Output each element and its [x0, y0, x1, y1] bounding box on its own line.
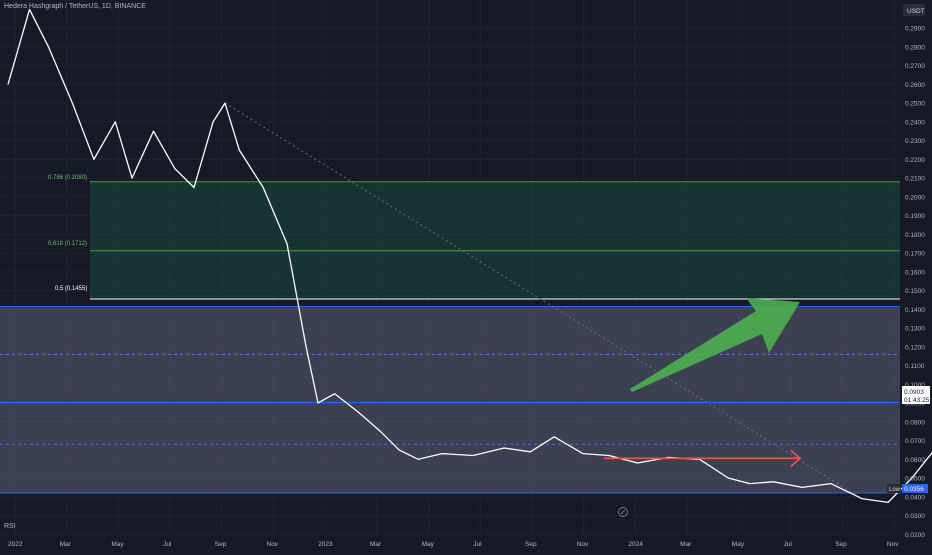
bullish-arrow: [630, 298, 800, 392]
axis-badges: USDT 0.0903 01:43:25 Low 0.0356: [887, 4, 930, 493]
symbol-title[interactable]: Hedera Hashgraph / TetherUS, 1D, BINANCE: [4, 3, 146, 10]
price-axis[interactable]: 0.2900 0.2800 0.2700 0.2600 0.2500 0.2400 0.23…: [905, 26, 925, 539]
rsi-pane-label: RSI: [4, 523, 16, 530]
price-tick-label: 0.2000: [905, 194, 925, 201]
price-tick-label: 0.2800: [905, 44, 925, 51]
low-label-bg: [887, 484, 901, 493]
price-tick-label: 0.1400: [905, 307, 925, 314]
price-tick-label: 0.1900: [905, 213, 925, 220]
replay-icon[interactable]: [618, 507, 628, 517]
low-label: Low: [889, 487, 901, 493]
time-tick-label: 2024: [628, 541, 643, 548]
price-tick-label: 0.0900: [905, 401, 925, 408]
price-tick-label: 0.0700: [905, 438, 925, 445]
time-tick-label: Jul: [473, 541, 482, 548]
current-price-badge-bg: [902, 386, 930, 404]
fib-05-label: 0.5 (0.1455): [55, 286, 87, 292]
price-tick-label: 0.1600: [905, 269, 925, 276]
time-tick-label: 2022: [8, 541, 23, 548]
price-tick-label: 0.1000: [905, 382, 925, 389]
price-tick-label: 0.1800: [905, 232, 925, 239]
fib-0618-label: 0.618 (0.1712): [48, 241, 87, 247]
currency-badge[interactable]: USDT: [907, 8, 925, 15]
low-value: 0.0356: [904, 486, 924, 493]
time-tick-label: Nov: [267, 541, 279, 548]
price-tick-label: 0.1300: [905, 326, 925, 333]
current-price-badge: 0.0903: [904, 389, 924, 396]
price-tick-label: 0.1700: [905, 251, 925, 258]
price-tick-label: 0.0600: [905, 457, 925, 464]
time-tick-label: Nov: [577, 541, 589, 548]
price-tick-label: 0.0300: [905, 513, 925, 520]
bearish-arrow-head: [790, 449, 802, 467]
time-tick-label: Nov: [887, 541, 899, 548]
time-tick-label: Sep: [215, 541, 227, 548]
price-line: [7, 8, 932, 504]
time-tick-label: Mar: [370, 541, 382, 548]
time-tick-label: May: [111, 541, 124, 548]
fib-labels: 0.786 (0.2080) 0.618 (0.1712) 0.5 (0.145…: [48, 175, 87, 292]
price-tick-label: 0.2100: [905, 176, 925, 183]
price-tick-label: 0.2900: [905, 26, 925, 33]
price-tick-label: 0.0500: [905, 476, 925, 483]
price-tick-label: 0.2200: [905, 157, 925, 164]
levels: [0, 181, 900, 494]
time-tick-label: May: [422, 541, 435, 548]
fib-0786-label: 0.786 (0.2080): [48, 175, 87, 181]
price-tick-label: 0.2500: [905, 101, 925, 108]
time-tick-label: 2023: [318, 541, 333, 548]
price-tick-label: 0.1200: [905, 344, 925, 351]
time-tick-label: May: [732, 541, 745, 548]
time-axis[interactable]: 2022 Mar May Jul Sep Nov 2023 Mar May Jul Sep Nov 20…: [8, 541, 899, 548]
price-tick-label: 0.2600: [905, 82, 925, 89]
time-tick-label: Mar: [60, 541, 72, 548]
time-tick-label: Jul: [163, 541, 172, 548]
countdown-badge: 01:43:25: [904, 397, 930, 404]
projection-arrows[interactable]: [604, 298, 802, 467]
price-tick-label: 0.1500: [905, 288, 925, 295]
time-tick-label: Sep: [835, 541, 847, 548]
price-tick-label: 0.0400: [905, 494, 925, 501]
currency-badge-bg[interactable]: [903, 4, 925, 16]
price-tick-label: 0.1100: [905, 363, 925, 370]
price-tick-label: 0.2300: [905, 138, 925, 145]
price-tick-label: 0.2400: [905, 119, 925, 126]
fib-zone: [90, 181, 900, 299]
time-tick-label: Jul: [784, 541, 793, 548]
time-tick-label: Mar: [680, 541, 692, 548]
price-tick-label: 0.0200: [905, 532, 925, 539]
low-value-bg: [902, 484, 928, 493]
price-tick-label: 0.0800: [905, 419, 925, 426]
price-tick-label: 0.2700: [905, 63, 925, 70]
time-tick-label: Sep: [525, 541, 537, 548]
